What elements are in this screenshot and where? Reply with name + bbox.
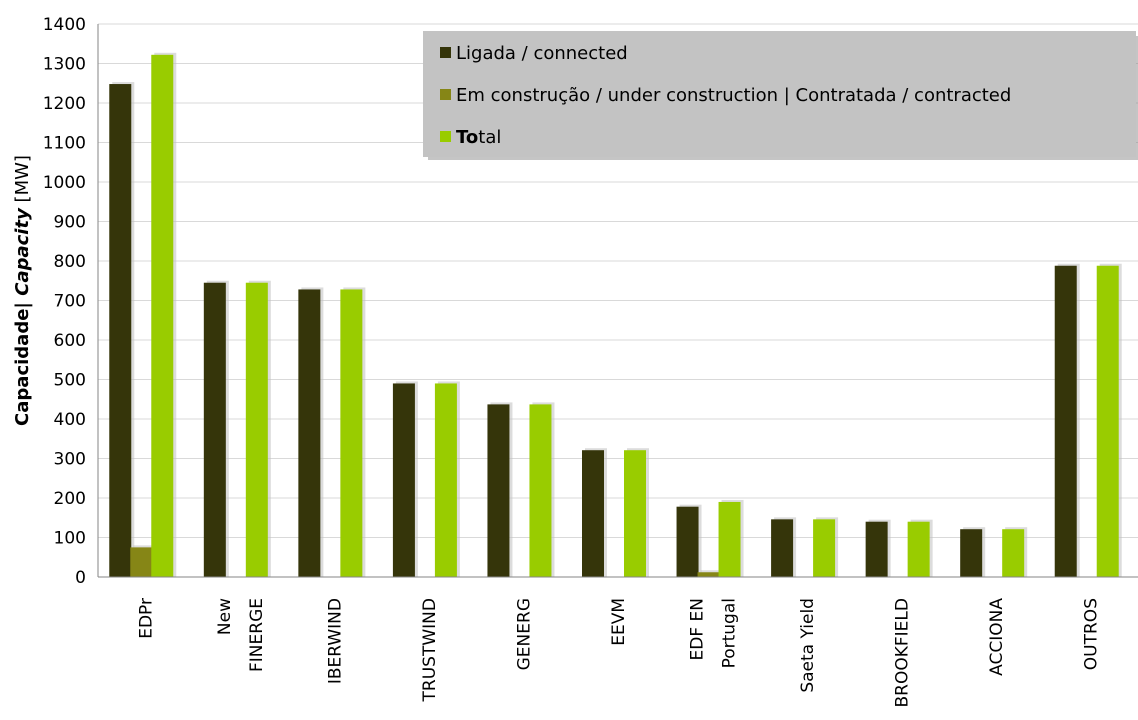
x-category-label: Portugal — [720, 598, 740, 668]
bar — [203, 282, 226, 577]
bar — [813, 519, 836, 577]
y-tick-label: 0 — [75, 568, 86, 588]
y-tick-label: 500 — [54, 371, 86, 391]
bar — [529, 404, 552, 577]
bar — [582, 450, 604, 577]
legend-label: Ligada / connected — [456, 43, 628, 64]
x-category-label: TRUSTWIND — [420, 598, 440, 702]
legend-label: Em construção / under construction | Con… — [456, 85, 1011, 106]
bar — [392, 383, 415, 577]
y-tick-label: 1100 — [43, 134, 86, 154]
bar — [340, 289, 363, 577]
bar — [434, 383, 457, 577]
y-tick-label: 300 — [54, 450, 86, 470]
bar — [245, 282, 268, 577]
bar — [865, 521, 888, 577]
y-tick-label: 1300 — [43, 55, 86, 75]
bar — [1096, 265, 1119, 577]
x-category-label: FINERGE — [247, 598, 267, 672]
x-category-label: GENERG — [514, 598, 534, 670]
y-tick-label: 1200 — [43, 94, 86, 114]
bar — [1002, 529, 1025, 577]
x-category-label: ACCIONA — [987, 598, 1007, 676]
y-tick-label: 600 — [54, 331, 86, 351]
x-category-label: EEVM — [609, 598, 629, 646]
y-axis-label: Capacidade| Capacity [MW] — [12, 155, 33, 426]
bar — [676, 506, 699, 577]
bar — [697, 572, 720, 577]
bar — [151, 54, 174, 578]
y-axis-ticks: 0 100 200 300 400 500 600 700 800 900 1000 1100 1200… — [43, 15, 86, 588]
y-tick-label: 400 — [54, 410, 86, 430]
bar — [487, 404, 510, 577]
legend-swatch — [440, 89, 451, 100]
x-category-label: OUTROS — [1082, 598, 1102, 670]
legend: Ligada / connected Em construção / under … — [423, 31, 1138, 160]
bar — [771, 519, 794, 577]
bar — [130, 547, 153, 577]
x-category-label: EDPr — [136, 598, 156, 639]
y-tick-label: 100 — [54, 529, 86, 549]
bar — [298, 289, 321, 577]
legend-swatch — [440, 131, 451, 142]
bar — [960, 529, 983, 577]
legend-box — [423, 31, 1136, 157]
y-tick-label: 200 — [54, 489, 86, 509]
x-category-label: EDF EN — [688, 598, 708, 660]
bars — [109, 52, 1122, 578]
y-tick-label: 800 — [54, 252, 86, 272]
y-tick-label: 1400 — [43, 15, 86, 35]
axes — [97, 24, 1138, 578]
x-category-label: Saeta Yield — [798, 598, 818, 693]
bar — [907, 521, 930, 577]
legend-label: Total — [456, 127, 501, 148]
bar — [718, 501, 741, 577]
x-category-label: IBERWIND — [325, 598, 345, 684]
x-axis-categories: EDPr New FINERGE IBERWIND TRUSTWIND GENERG EEV… — [136, 598, 1101, 708]
y-tick-label: 700 — [54, 292, 86, 312]
y-tick-label: 900 — [54, 213, 86, 233]
bar — [624, 450, 646, 577]
bar — [1054, 265, 1077, 577]
x-category-label: New — [215, 598, 235, 635]
y-tick-label: 1000 — [43, 173, 86, 193]
x-category-label: BROOKFIELD — [893, 598, 913, 707]
legend-swatch — [440, 47, 451, 58]
bar — [109, 84, 132, 577]
